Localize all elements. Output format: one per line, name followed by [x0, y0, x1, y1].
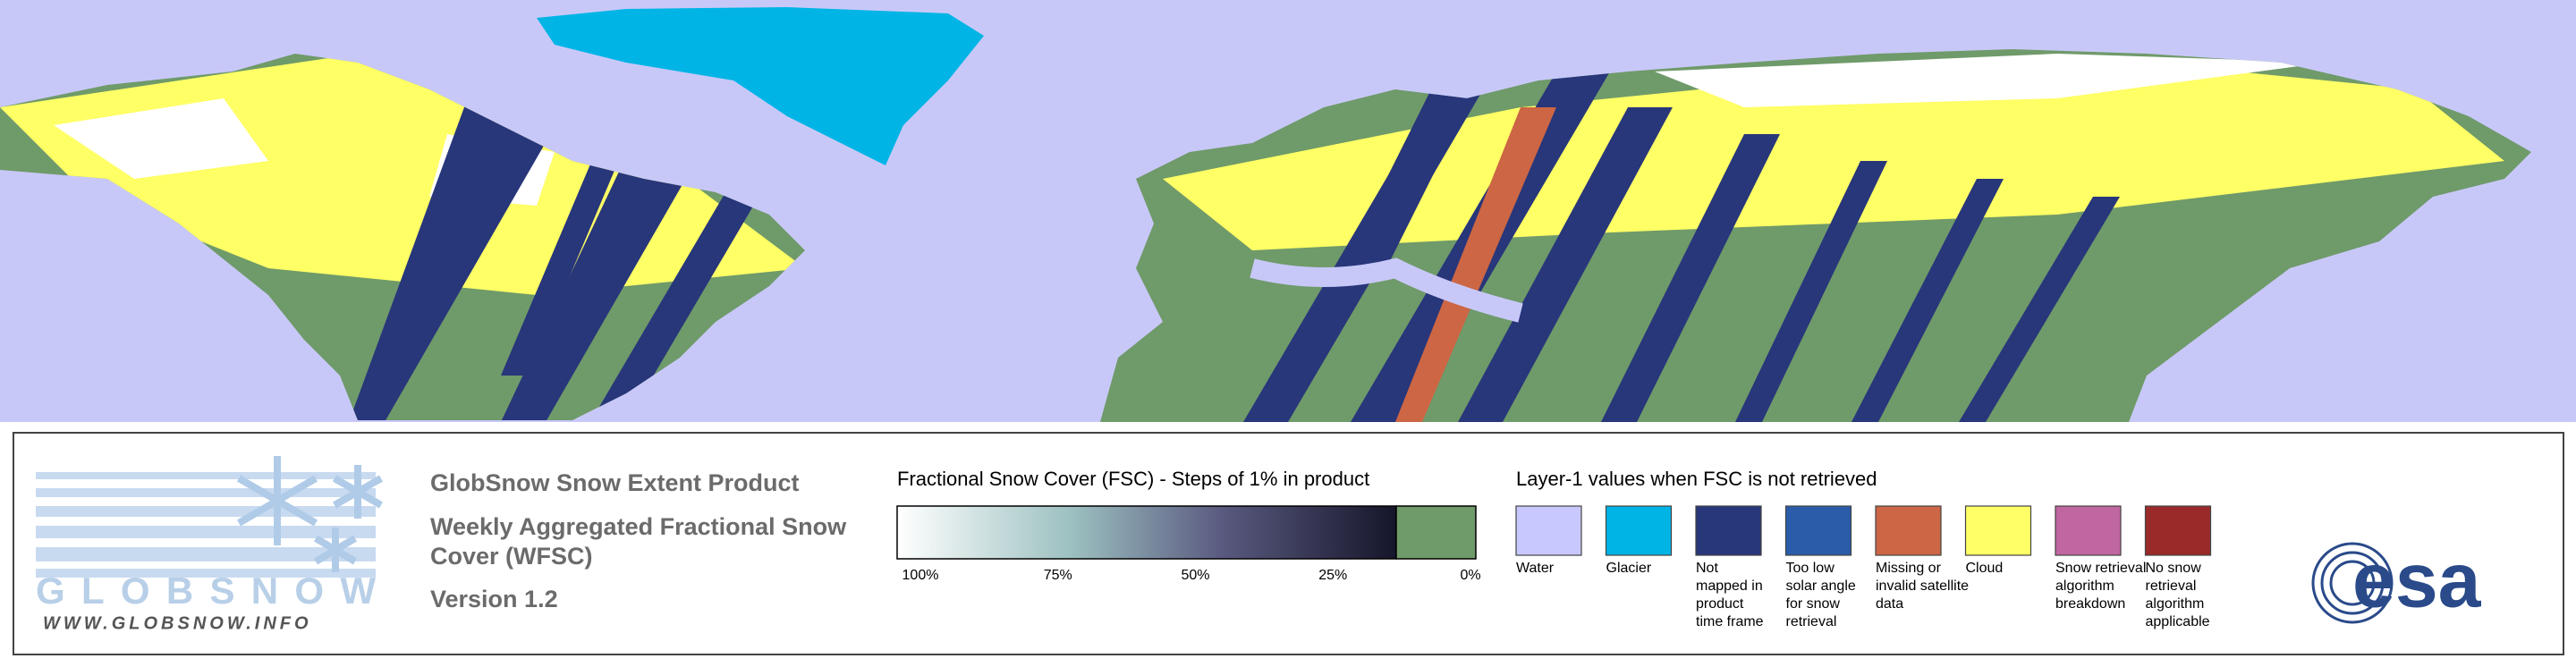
- swatch-label: Not: [1696, 561, 1718, 576]
- swatch-label: Snow retrieval: [2055, 561, 2146, 576]
- colorbar-snowfree: [1395, 505, 1477, 560]
- swatch-label: data: [1876, 596, 1903, 612]
- colorbar-tick-label: 25%: [1318, 568, 1347, 583]
- colorbar-gradient: [896, 505, 1397, 560]
- mediterranean: [1250, 258, 1523, 323]
- colorbar-ticks: 100% 75% 50% 25% 0%: [902, 568, 1481, 583]
- swatch-label: retrieval: [1786, 614, 1837, 629]
- product-subtitle: Weekly Aggregated Fractional Snow: [430, 513, 847, 540]
- swatch-label: invalid satellite: [1876, 578, 1969, 594]
- logo-url: WWW.GLOBSNOW.INFO: [43, 613, 312, 633]
- swatch-label: algorithm: [2146, 596, 2205, 612]
- swatch-label: for snow: [1786, 596, 1841, 612]
- colorbar-tick-label: 0%: [1460, 568, 1480, 583]
- swatch-label: retrieval: [2146, 578, 2197, 594]
- colorbar-tick-label: 50%: [1181, 568, 1209, 583]
- greenland: [537, 7, 984, 165]
- swatch: [1784, 505, 1852, 556]
- swatch-label: applicable: [2146, 614, 2210, 629]
- swatch-label: product: [1696, 596, 1744, 612]
- swatch: [1875, 505, 1942, 556]
- swatch: [1515, 505, 1582, 556]
- colorbar-title: Fractional Snow Cover (FSC) - Steps of 1…: [897, 468, 1369, 490]
- swatch: [2055, 505, 2122, 556]
- legend: GLOBSNOW WWW.GLOBSNOW.INFO GlobSnow Snow…: [13, 432, 2564, 655]
- colorbar-tick-label: 75%: [1044, 568, 1072, 583]
- layer1-title: Layer-1 values when FSC is not retrieved: [1516, 468, 1877, 490]
- swatch-label: time frame: [1696, 614, 1764, 629]
- swatch-label: breakdown: [2055, 596, 2125, 612]
- swatch-label: Glacier: [1606, 561, 1652, 576]
- swatch: [1964, 505, 2032, 556]
- swatch-label: No snow: [2146, 561, 2202, 576]
- product-subtitle: Cover (WFSC): [430, 543, 593, 570]
- swatch-label: Water: [1516, 561, 1555, 576]
- map: [0, 0, 2576, 422]
- swatch-label: Cloud: [1966, 561, 2004, 576]
- swatch: [1605, 505, 1673, 556]
- swatch-label: solar angle: [1786, 578, 1856, 594]
- product-version: Version 1.2: [430, 586, 558, 612]
- product-title: GlobSnow Snow Extent Product: [430, 469, 800, 496]
- swatch-label: Too low: [1786, 561, 1835, 576]
- swatch: [2144, 505, 2212, 556]
- layer1-items: Water Glacier Not mapped in product time fram…: [1515, 505, 2212, 629]
- swatch: [1695, 505, 1762, 556]
- globsnow-logo: GLOBSNOW WWW.GLOBSNOW.INFO: [36, 456, 383, 633]
- swatch-label: mapped in: [1696, 578, 1763, 594]
- swatch-label: algorithm: [2055, 578, 2114, 594]
- swatch-label: Missing or: [1876, 561, 1942, 576]
- eurasia: [1100, 49, 2531, 422]
- agency-logo: esa: [2352, 538, 2482, 624]
- esa-logo: esa: [2311, 538, 2482, 624]
- colorbar-tick-label: 100%: [902, 568, 939, 583]
